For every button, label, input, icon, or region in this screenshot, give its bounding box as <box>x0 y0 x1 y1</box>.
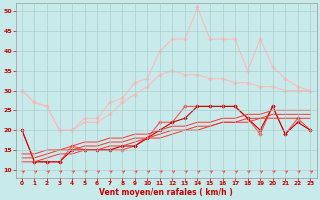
X-axis label: Vent moyen/en rafales ( km/h ): Vent moyen/en rafales ( km/h ) <box>99 188 233 197</box>
